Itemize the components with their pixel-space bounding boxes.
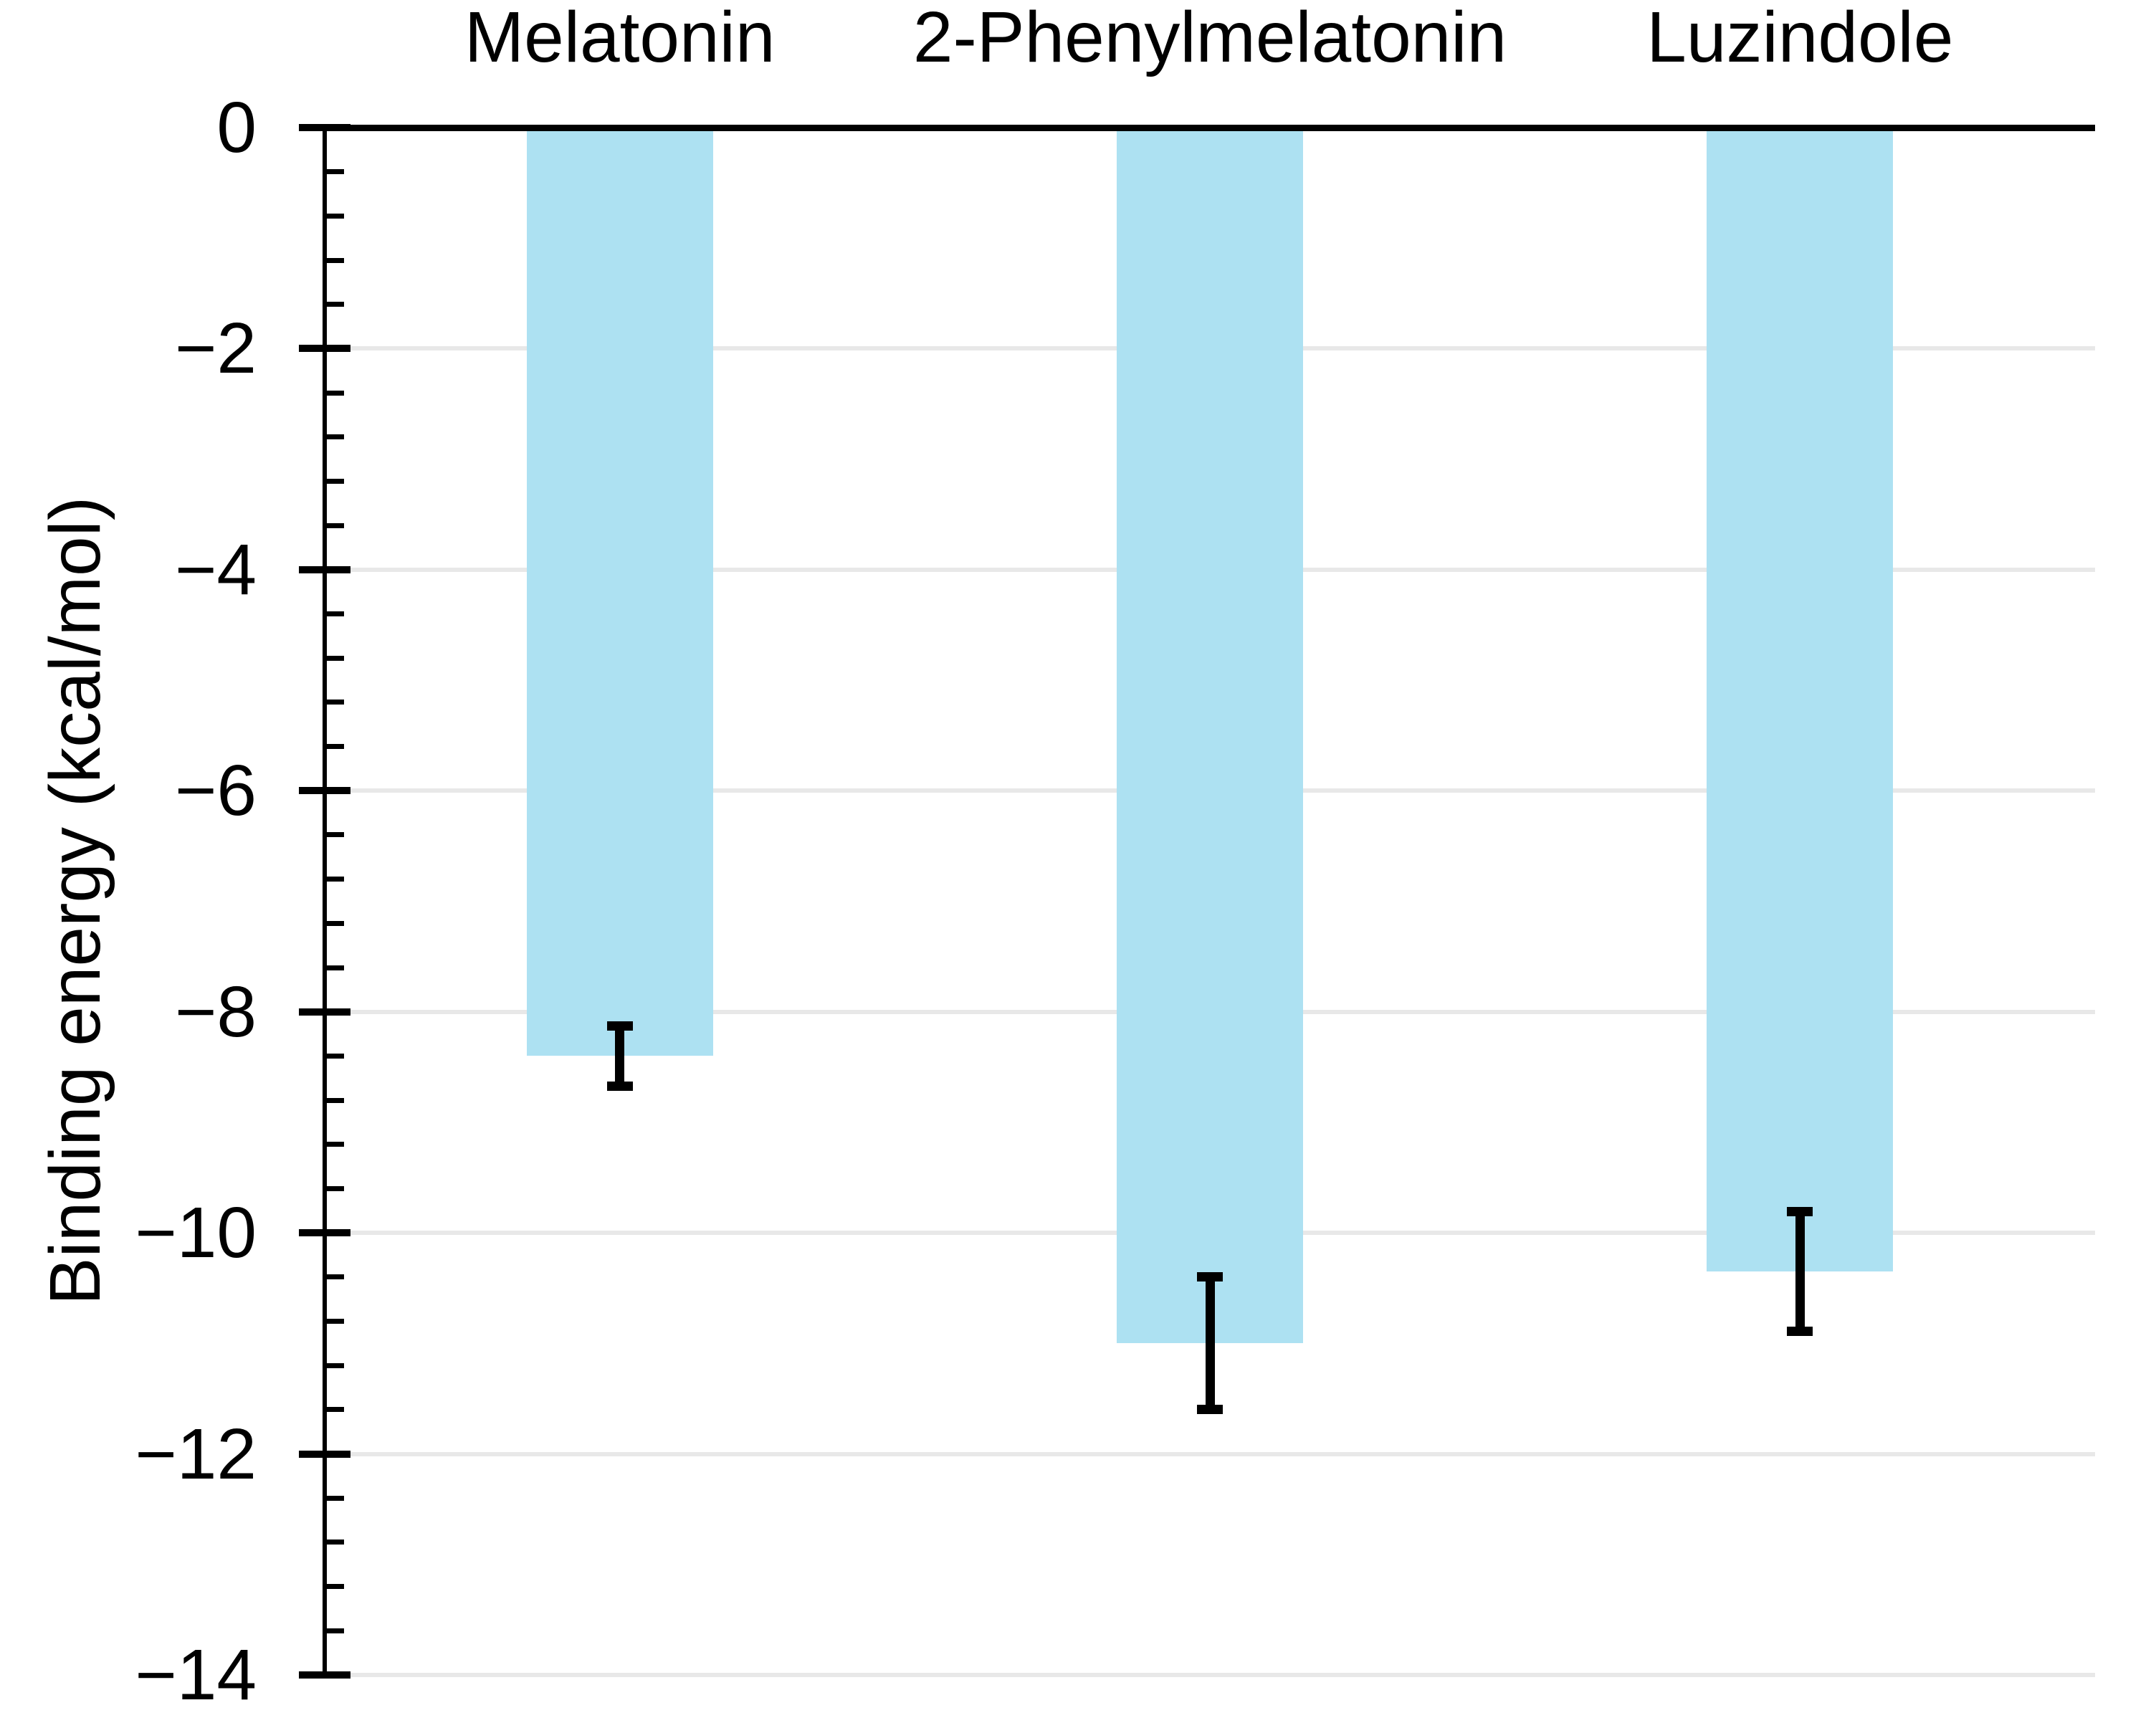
y-axis-minor-tick bbox=[325, 1495, 344, 1501]
error-bar-cap-top bbox=[1787, 1207, 1813, 1217]
y-axis-major-tick bbox=[299, 345, 350, 353]
grid-line bbox=[325, 1673, 2095, 1677]
y-axis-minor-tick bbox=[325, 1319, 344, 1324]
y-tick-label: −6 bbox=[174, 750, 257, 831]
y-axis-minor-tick bbox=[325, 257, 344, 263]
y-axis-minor-tick bbox=[325, 877, 344, 882]
y-axis-major-tick bbox=[299, 1008, 350, 1016]
y-axis-minor-tick bbox=[325, 302, 344, 307]
y-tick-label: 0 bbox=[216, 87, 257, 168]
y-axis-minor-tick bbox=[325, 522, 344, 528]
y-axis-minor-tick bbox=[325, 1628, 344, 1633]
error-bar-cap-bottom bbox=[1787, 1326, 1813, 1336]
y-axis-major-tick bbox=[299, 124, 350, 131]
y-axis-minor-tick bbox=[325, 434, 344, 440]
y-axis-line bbox=[323, 124, 327, 1679]
y-axis-major-tick bbox=[299, 1450, 350, 1458]
y-tick-label: −10 bbox=[135, 1193, 257, 1274]
y-axis-minor-tick bbox=[325, 1142, 344, 1147]
y-axis-minor-tick bbox=[325, 1540, 344, 1545]
y-axis-minor-tick bbox=[325, 832, 344, 838]
y-tick-label: −8 bbox=[174, 971, 257, 1052]
y-axis-minor-tick bbox=[325, 390, 344, 396]
bar-luzindole bbox=[1707, 128, 1894, 1272]
y-tick-label: −2 bbox=[174, 308, 257, 389]
y-axis-minor-tick bbox=[325, 1097, 344, 1103]
error-bar-cap-bottom bbox=[606, 1081, 633, 1091]
y-axis-minor-tick bbox=[325, 1407, 344, 1413]
y-axis-minor-tick bbox=[325, 700, 344, 705]
y-axis-minor-tick bbox=[325, 611, 344, 617]
error-bar-line bbox=[615, 1026, 625, 1087]
y-axis-major-tick bbox=[299, 1671, 350, 1679]
bar-melatonin bbox=[526, 128, 713, 1056]
y-axis-minor-tick bbox=[325, 1362, 344, 1368]
y-axis-major-tick bbox=[299, 1229, 350, 1237]
error-bar-cap-top bbox=[1197, 1272, 1223, 1282]
y-tick-label: −12 bbox=[135, 1413, 257, 1494]
category-label-luzindole: Luzindole bbox=[1646, 0, 1954, 77]
y-axis-minor-tick bbox=[325, 1053, 344, 1059]
x-axis-zero-line bbox=[323, 124, 2095, 131]
y-axis-minor-tick bbox=[325, 655, 344, 661]
category-label-2-phenylmelatonin: 2-Phenylmelatonin bbox=[912, 0, 1507, 77]
error-bar-line bbox=[1205, 1276, 1215, 1410]
bar-2-phenylmelatonin bbox=[1117, 128, 1303, 1344]
y-axis-minor-tick bbox=[325, 1274, 344, 1280]
grid-line bbox=[325, 1451, 2095, 1456]
y-axis-major-tick bbox=[299, 787, 350, 795]
y-axis-minor-tick bbox=[325, 169, 344, 175]
error-bar-cap-top bbox=[606, 1021, 633, 1031]
y-axis-major-tick bbox=[299, 565, 350, 573]
y-axis-minor-tick bbox=[325, 1584, 344, 1590]
y-tick-label: −4 bbox=[174, 529, 257, 610]
y-axis-minor-tick bbox=[325, 213, 344, 219]
y-axis-minor-tick bbox=[325, 1185, 344, 1191]
error-bar-line bbox=[1795, 1211, 1805, 1332]
category-label-melatonin: Melatonin bbox=[464, 0, 776, 77]
y-axis-minor-tick bbox=[325, 965, 344, 970]
y-tick-label: −14 bbox=[135, 1635, 257, 1715]
y-axis-minor-tick bbox=[325, 744, 344, 750]
y-axis-title: Binding energy (kcal/mol) bbox=[35, 496, 115, 1306]
error-bar-cap-bottom bbox=[1197, 1405, 1223, 1415]
y-axis-minor-tick bbox=[325, 920, 344, 926]
y-axis-minor-tick bbox=[325, 478, 344, 484]
